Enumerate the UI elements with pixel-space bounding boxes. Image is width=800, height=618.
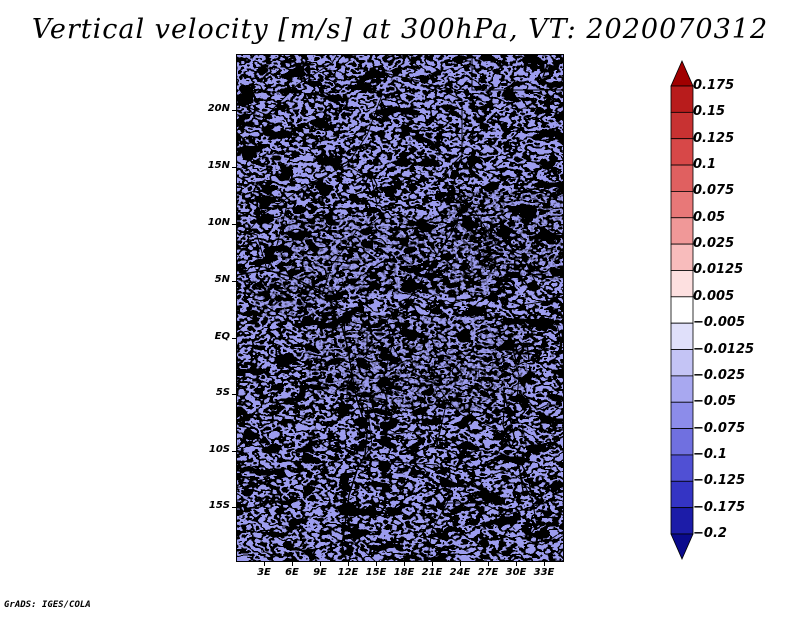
colorbar-swatch bbox=[670, 111, 694, 140]
colorbar-swatch bbox=[670, 322, 694, 350]
latitude-label: 15S bbox=[208, 500, 230, 511]
vertical-velocity-field bbox=[237, 55, 563, 561]
colorbar-label: −0.0125 bbox=[693, 341, 755, 357]
colorbar-swatch bbox=[670, 296, 694, 324]
longitude-label: 30E bbox=[505, 567, 527, 578]
longitude-label: 9E bbox=[313, 567, 327, 578]
grads-credit: GrADS: IGES/COLA bbox=[4, 600, 91, 610]
latitude-tick bbox=[232, 281, 237, 282]
colorbar-label: 0.0125 bbox=[693, 262, 744, 278]
colorbar-label: −0.005 bbox=[693, 315, 746, 331]
longitude-tick bbox=[348, 561, 349, 566]
latitude-label: 15N bbox=[207, 160, 230, 171]
longitude-label: 18E bbox=[393, 567, 415, 578]
colorbar-label: 0.125 bbox=[693, 130, 735, 146]
longitude-label: 6E bbox=[285, 567, 299, 578]
longitude-tick bbox=[376, 561, 377, 566]
latitude-label: 20N bbox=[207, 103, 230, 114]
colorbar-label: 0.075 bbox=[693, 183, 735, 199]
longitude-tick bbox=[460, 561, 461, 566]
longitude-label: 3E bbox=[257, 567, 271, 578]
longitude-tick bbox=[488, 561, 489, 566]
colorbar-swatch bbox=[670, 454, 694, 482]
colorbar-label: −0.2 bbox=[693, 526, 727, 541]
colorbar-swatch bbox=[670, 533, 694, 560]
colorbar-swatch bbox=[670, 349, 694, 377]
longitude-label: 24E bbox=[449, 567, 471, 578]
longitude-label: 27E bbox=[477, 567, 499, 578]
longitude-tick bbox=[404, 561, 405, 566]
colorbar-swatch bbox=[670, 428, 694, 456]
latitude-label: 5N bbox=[214, 274, 230, 285]
latitude-tick bbox=[232, 110, 237, 111]
latitude-tick bbox=[232, 507, 237, 508]
longitude-tick bbox=[320, 561, 321, 566]
colorbar-label: −0.125 bbox=[693, 473, 746, 489]
latitude-tick bbox=[232, 451, 237, 452]
latitude-tick bbox=[232, 167, 237, 168]
longitude-label: 12E bbox=[337, 567, 359, 578]
latitude-label: 10S bbox=[208, 444, 230, 455]
colorbar-label: 0.005 bbox=[693, 288, 735, 304]
latitude-label: 5S bbox=[215, 387, 230, 398]
colorbar-label: 0.05 bbox=[693, 209, 726, 225]
map-plot-area bbox=[236, 54, 564, 562]
longitude-tick bbox=[544, 561, 545, 566]
colorbar-label: −0.075 bbox=[693, 420, 746, 436]
colorbar-label: −0.175 bbox=[693, 499, 746, 515]
colorbar-label: −0.1 bbox=[693, 446, 727, 462]
colorbar-label: 0.175 bbox=[693, 78, 735, 93]
colorbar bbox=[670, 60, 694, 560]
longitude-label: 33E bbox=[533, 567, 555, 578]
colorbar-swatch bbox=[670, 480, 694, 509]
longitude-label: 21E bbox=[421, 567, 443, 578]
colorbar-swatch bbox=[670, 138, 694, 166]
latitude-label: EQ bbox=[214, 331, 230, 342]
colorbar-label: −0.05 bbox=[693, 394, 736, 410]
longitude-tick bbox=[516, 561, 517, 566]
colorbar-swatch bbox=[670, 60, 694, 87]
latitude-tick bbox=[232, 394, 237, 395]
colorbar-swatch bbox=[670, 164, 694, 192]
latitude-label: 10N bbox=[207, 217, 230, 228]
colorbar-label: −0.025 bbox=[693, 367, 746, 383]
colorbar-swatch bbox=[670, 270, 694, 298]
map-title: Vertical velocity [m/s] at 300hPa, VT: 2… bbox=[31, 14, 769, 45]
latitude-tick bbox=[232, 224, 237, 225]
colorbar-swatch bbox=[670, 375, 694, 403]
colorbar-swatch bbox=[670, 85, 694, 113]
latitude-tick bbox=[232, 338, 237, 339]
colorbar-swatch bbox=[670, 191, 694, 219]
longitude-label: 15E bbox=[365, 567, 387, 578]
colorbar-swatch bbox=[670, 243, 694, 271]
colorbar-label: 0.1 bbox=[693, 157, 717, 173]
longitude-tick bbox=[264, 561, 265, 566]
colorbar-swatch bbox=[670, 217, 694, 245]
colorbar-label: 0.025 bbox=[693, 236, 735, 252]
longitude-tick bbox=[292, 561, 293, 566]
longitude-tick bbox=[432, 561, 433, 566]
colorbar-swatch bbox=[670, 507, 694, 535]
colorbar-swatch bbox=[670, 401, 694, 429]
colorbar-label: 0.15 bbox=[693, 104, 726, 120]
